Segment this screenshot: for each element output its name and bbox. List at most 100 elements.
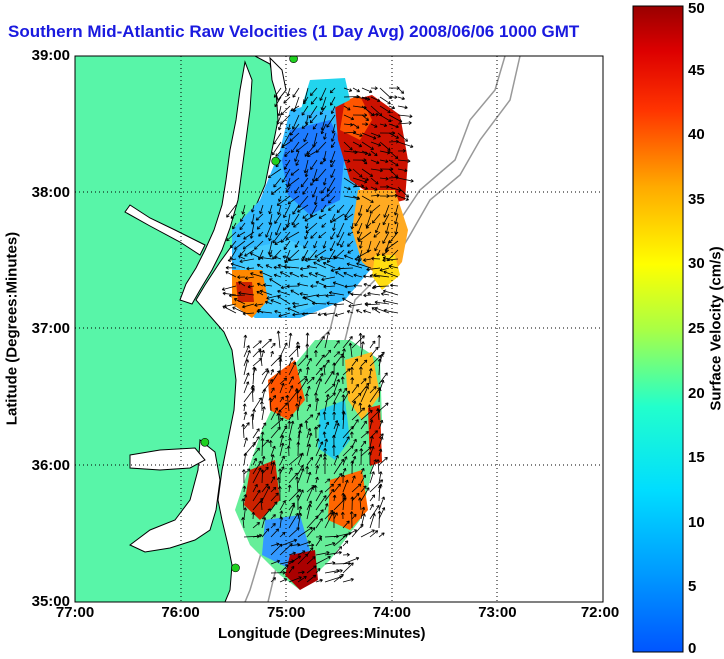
velocity-arrow	[270, 476, 276, 484]
velocity-arrow	[241, 423, 246, 439]
velocity-arrow	[270, 514, 276, 520]
velocity-arrow	[285, 394, 290, 412]
velocity-arrow	[288, 542, 301, 547]
y-tick-label: 39:00	[31, 47, 70, 64]
velocity-arrow	[379, 150, 391, 155]
velocity-arrow	[261, 439, 270, 448]
velocity-arrow	[329, 96, 336, 106]
velocity-arrow	[351, 448, 358, 457]
velocity-arrow	[358, 332, 363, 349]
velocity-arrow	[296, 494, 300, 511]
velocity-arrow	[352, 113, 368, 118]
velocity-arrow	[321, 276, 336, 282]
velocity-arrow	[323, 456, 327, 475]
velocity-arrow	[370, 123, 378, 128]
velocity-arrow	[314, 249, 327, 258]
velocity-arrow	[297, 575, 307, 583]
velocity-arrow	[315, 578, 323, 583]
velocity-arrow	[310, 159, 318, 170]
grid-lines	[75, 56, 603, 602]
velocity-arrow	[365, 222, 372, 229]
velocity-arrow	[267, 240, 273, 255]
velocity-arrow	[369, 530, 379, 538]
velocity-arrow	[388, 264, 399, 269]
velocity-arrow	[324, 541, 336, 547]
velocity-arrow	[315, 555, 331, 565]
velocity-arrow	[252, 408, 256, 421]
velocity-arrow	[358, 497, 362, 511]
velocity-arrow	[341, 474, 345, 484]
velocity-arrow	[369, 471, 375, 484]
velocity-arrow	[379, 105, 391, 114]
velocity-arrow	[336, 222, 345, 238]
velocity-arrow	[277, 123, 282, 131]
velocity-arrow	[252, 460, 262, 475]
velocity-arrow	[356, 249, 372, 259]
velocity-arrow	[278, 468, 282, 484]
velocity-arrow	[328, 195, 336, 204]
velocity-arrow	[378, 496, 385, 511]
velocity-arrow	[394, 213, 399, 225]
velocity-arrow	[329, 150, 336, 164]
velocity-arrow	[352, 132, 363, 137]
velocity-arrow	[378, 507, 386, 520]
radar-station-marker	[200, 437, 210, 447]
velocity-arrow	[319, 255, 336, 260]
velocity-arrow	[241, 517, 245, 529]
velocity-arrow	[280, 231, 291, 243]
velocity-arrow	[256, 222, 264, 230]
velocity-arrow	[279, 500, 286, 511]
velocity-arrow	[308, 272, 318, 278]
velocity-arrow	[370, 186, 378, 191]
velocity-arrow	[296, 441, 301, 457]
velocity-arrow	[322, 364, 327, 376]
velocity-arrow	[370, 141, 382, 147]
velocity-arrow	[378, 402, 389, 412]
velocity-arrow	[306, 565, 317, 574]
velocity-arrow	[369, 386, 377, 394]
velocity-arrow	[304, 168, 309, 178]
velocity-arrow	[343, 159, 351, 163]
velocity-arrow	[324, 503, 329, 511]
velocity-arrow	[342, 336, 353, 349]
velocity-arrow	[342, 556, 360, 565]
velocity-arrow	[360, 409, 373, 421]
velocity-arrow	[282, 222, 291, 231]
velocity-arrow	[371, 307, 381, 314]
velocity-arrow	[324, 561, 336, 565]
velocity-arrow	[227, 258, 237, 263]
velocity-arrow	[304, 231, 309, 240]
colorbar-tick-label: 35	[688, 190, 705, 208]
velocity-arrow	[369, 204, 381, 214]
velocity-arrow	[297, 489, 304, 502]
velocity-arrow	[332, 213, 345, 222]
velocity-arrow	[285, 231, 300, 240]
velocity-arrow	[343, 186, 351, 191]
velocity-arrow	[331, 444, 336, 457]
velocity-arrow	[370, 112, 379, 117]
velocity-arrow	[341, 355, 345, 367]
velocity-arrow	[273, 132, 282, 145]
velocity-arrow	[315, 537, 322, 547]
potomac-river	[124, 204, 206, 256]
velocity-arrow	[360, 474, 367, 484]
velocity-arrow	[272, 231, 282, 244]
y-tick-label: 36:00	[31, 456, 70, 474]
velocity-arrow	[300, 177, 309, 188]
velocity-arrow	[277, 409, 282, 421]
velocity-arrow	[256, 290, 264, 296]
velocity-arrow	[316, 258, 327, 263]
velocity-arrow	[370, 177, 379, 185]
velocity-arrow	[242, 311, 255, 316]
velocity-arrow	[359, 366, 363, 376]
velocity-arrow	[377, 358, 382, 376]
velocity-arrow	[330, 213, 336, 224]
velocity-arrow	[261, 388, 267, 403]
colorbar	[632, 5, 684, 653]
velocity-arrow	[340, 376, 345, 385]
velocity-arrow	[261, 455, 266, 466]
velocity-arrow	[333, 420, 339, 430]
velocity-arrow	[306, 471, 312, 484]
velocity-arrow	[373, 231, 381, 238]
velocity-arrow	[397, 159, 411, 163]
